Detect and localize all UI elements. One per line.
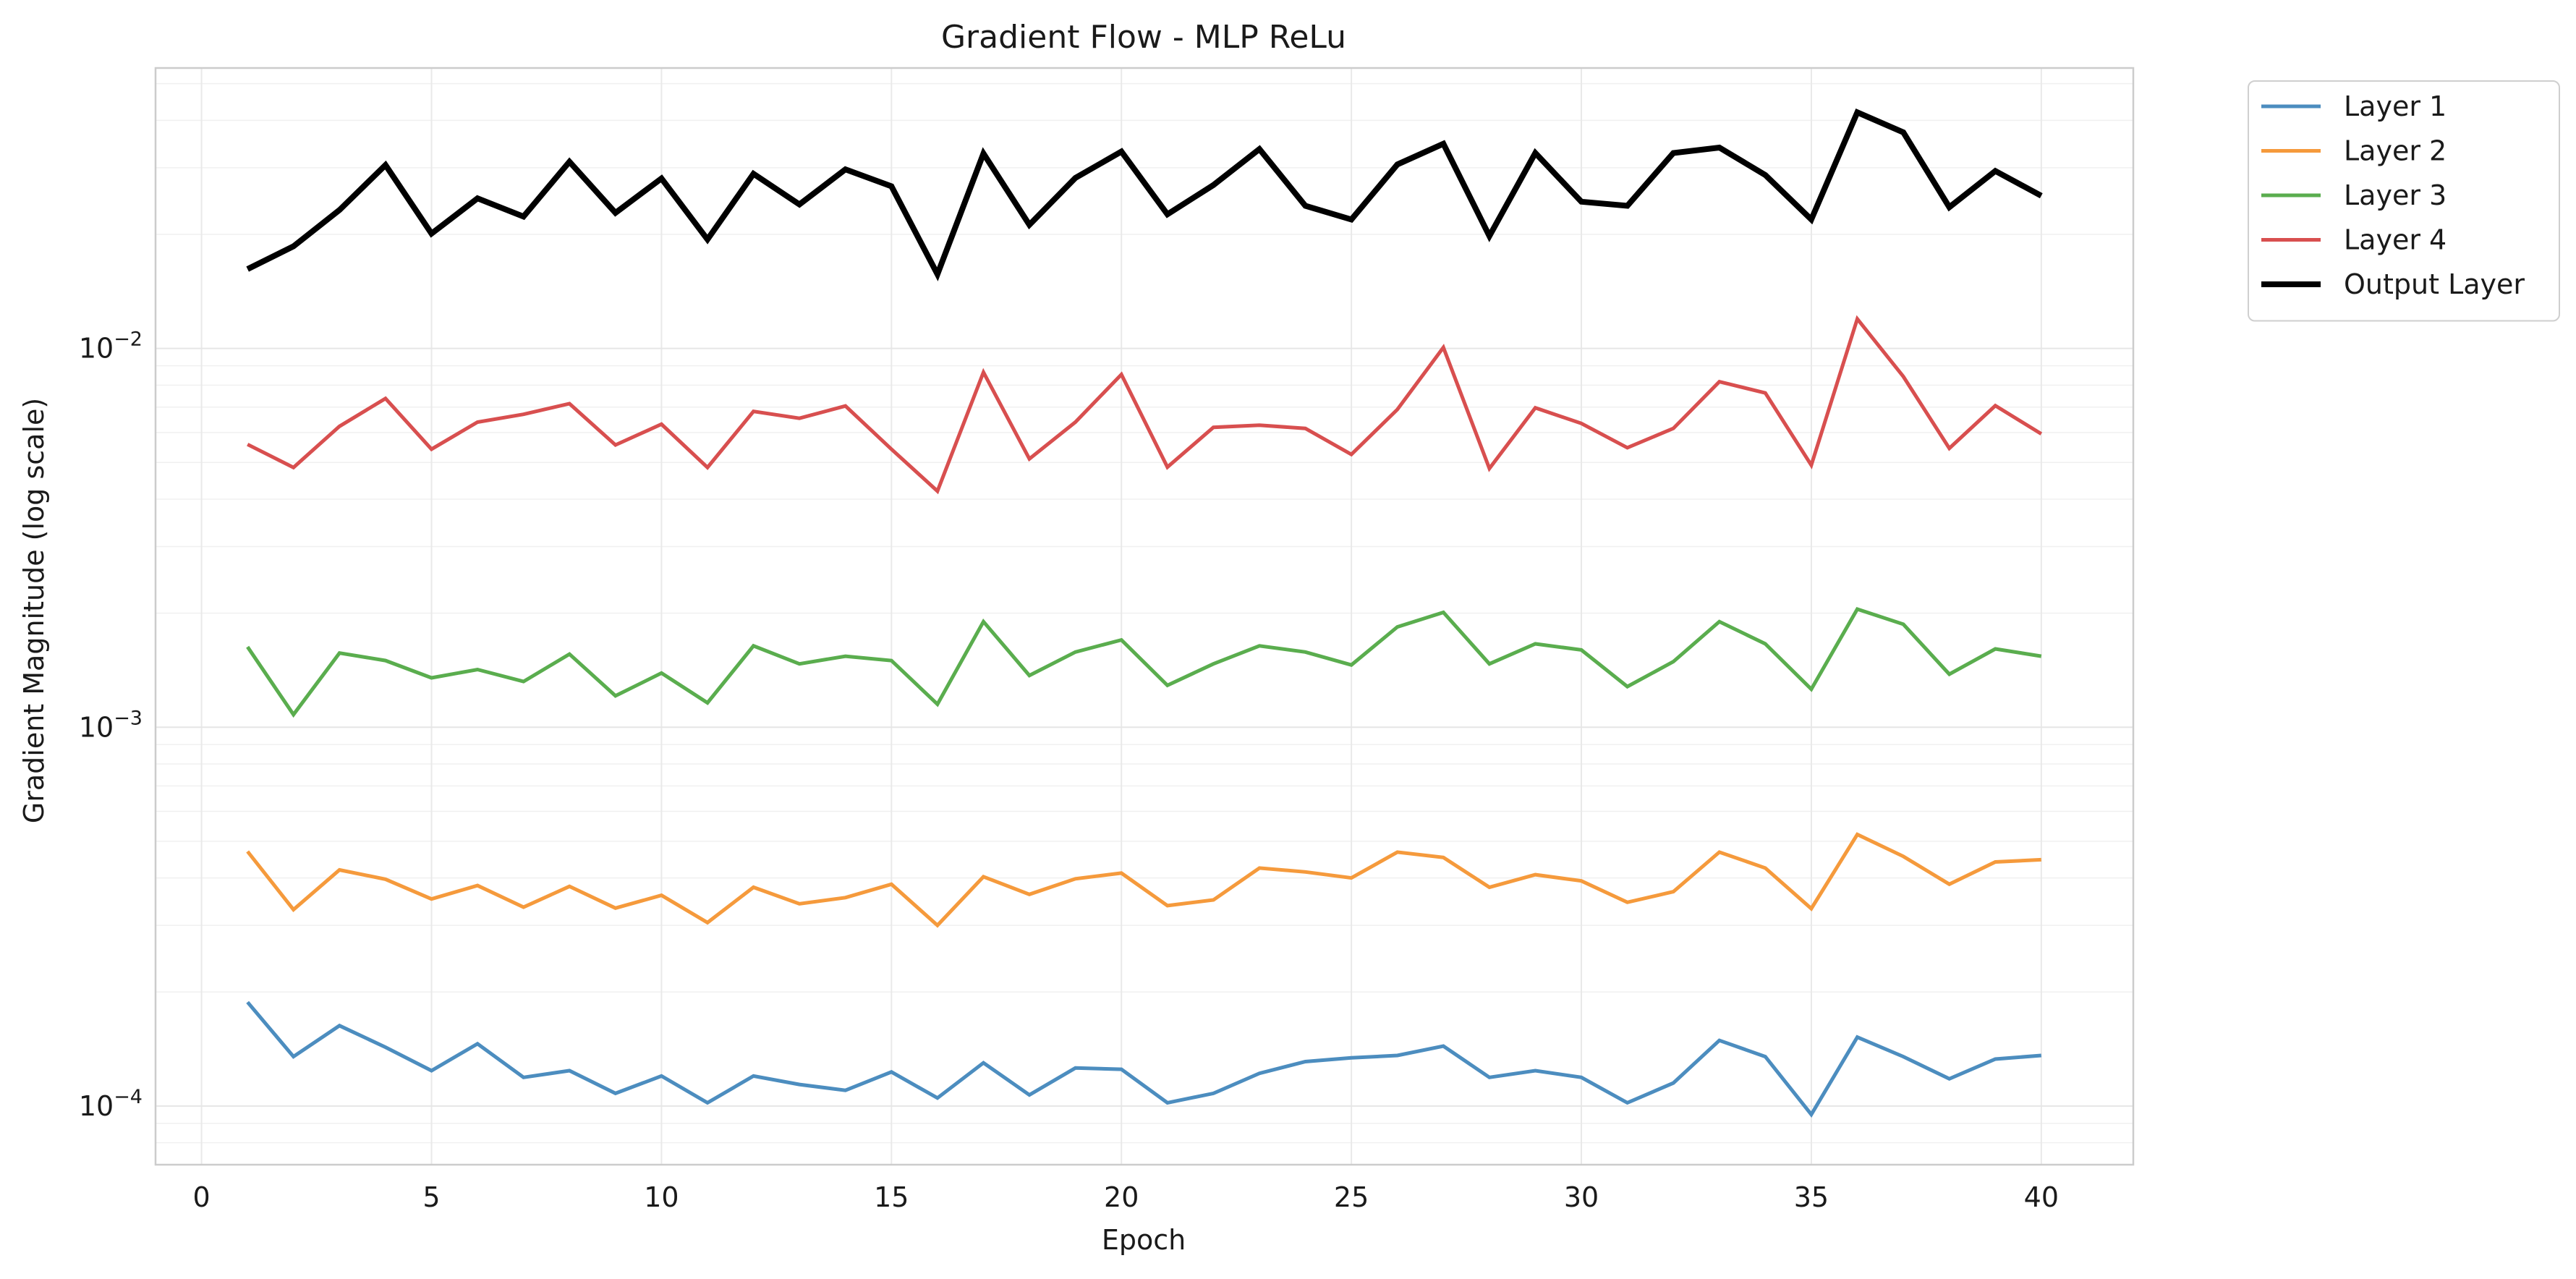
series-line-layer-3: [246, 606, 2042, 718]
series-line-layer-2: [246, 832, 2041, 928]
x-tick-label: 5: [422, 1181, 440, 1213]
y-tick-label: 10−2: [79, 328, 143, 365]
x-tick-label: 0: [192, 1181, 210, 1213]
plot-frame: [154, 67, 2135, 1166]
x-tick-label: 15: [874, 1181, 909, 1213]
chart-title: Gradient Flow - MLP ReLu: [941, 19, 1346, 56]
major-grid: [156, 68, 2133, 1165]
legend-label: Layer 4: [2344, 224, 2447, 256]
x-tick-label: 20: [1104, 1181, 1139, 1213]
x-tick-label: 10: [644, 1181, 679, 1213]
series-line-layer-4: [247, 315, 2043, 495]
y-tick-label: 10−3: [79, 707, 143, 743]
series-line-output-layer: [246, 109, 2043, 281]
legend: Layer 1 Layer 2 Layer 3 Layer 4 Output Layer: [2248, 80, 2560, 322]
series-line-layer-1: [246, 1000, 2041, 1118]
minor-grid: [156, 82, 2133, 1165]
plot-area: 0 5 10 15 20 25 30 35 40 10−4 10−3 10−2: [79, 67, 2135, 1213]
x-axis-label: Epoch: [1102, 1224, 1186, 1256]
x-tick-label: 30: [1564, 1181, 1599, 1213]
x-tick-label: 40: [2024, 1181, 2059, 1213]
x-tick-label: 25: [1334, 1181, 1369, 1213]
y-axis-label: Gradient Magnitude (log scale): [18, 398, 50, 823]
legend-label: Layer 3: [2344, 179, 2447, 211]
legend-label: Layer 2: [2344, 135, 2447, 167]
legend-label: Output Layer: [2344, 268, 2525, 300]
y-tick-label: 10−4: [79, 1086, 143, 1122]
legend-box: [2248, 80, 2560, 322]
x-tick-label: 35: [1794, 1181, 1829, 1213]
legend-label: Layer 1: [2344, 90, 2447, 122]
